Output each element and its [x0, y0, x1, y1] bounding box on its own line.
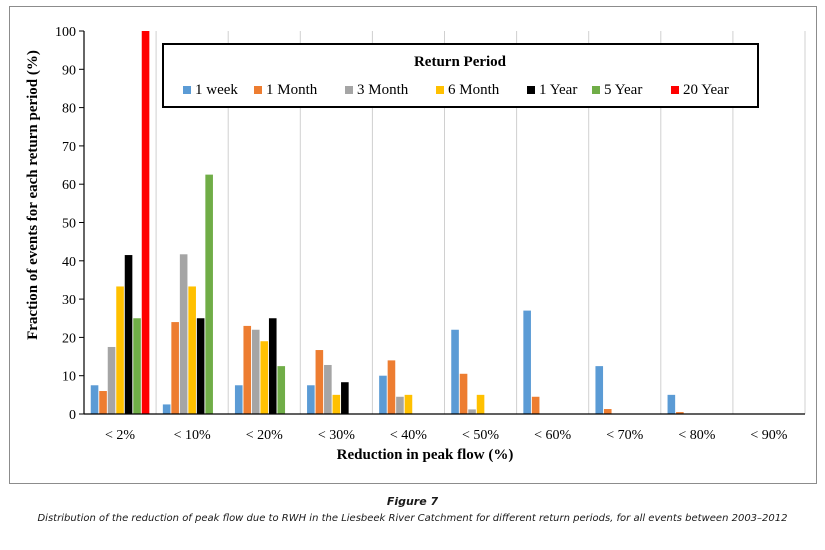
- bar-1-year-1: [124, 255, 133, 414]
- bar-1-month-5: [387, 360, 396, 414]
- bar-1-month-2: [171, 322, 179, 414]
- figure-label: Figure 7: [386, 495, 439, 508]
- x-tick-label: < 20%: [246, 428, 283, 443]
- bar-1-month-1: [99, 391, 107, 414]
- bar-chart: Fraction of events for each return perio…: [25, 25, 806, 463]
- bar-1-year-3: [268, 318, 277, 414]
- x-tick-label: < 60%: [534, 428, 571, 443]
- y-tick-label: 100: [55, 25, 76, 40]
- x-tick-label: < 2%: [105, 428, 135, 443]
- bar-6-month-3: [260, 341, 269, 414]
- bar-6-month-5: [404, 394, 413, 414]
- bar-1-month-9: [676, 412, 684, 414]
- legend-item-1-year-swatch: [527, 86, 535, 94]
- bar-1-week-8: [595, 366, 604, 414]
- legend: Return Period 1 week 1 Month 3 Month 6 Mont…: [162, 43, 759, 108]
- bar-3-month-2: [179, 254, 188, 414]
- legend-item-3-month-label: 3 Month: [357, 82, 409, 98]
- y-tick-label: 10: [62, 370, 76, 385]
- bar-1-week-9: [667, 394, 676, 414]
- y-tick-label: 50: [62, 217, 76, 232]
- bar-6-month-4: [332, 394, 341, 414]
- bar-1-week-6: [451, 329, 459, 414]
- bar-1-year-2: [196, 318, 205, 414]
- x-axis-title: Reduction in peak flow (%): [337, 447, 514, 463]
- y-tick-label: 80: [62, 102, 76, 117]
- legend-item-6-month-label: 6 Month: [448, 82, 500, 98]
- y-tick-label: 0: [69, 408, 76, 423]
- x-tick-label: < 70%: [606, 428, 643, 443]
- bar-3-month-3: [251, 329, 260, 414]
- bar-1-week-7: [523, 310, 531, 414]
- bar-3-month-5: [396, 396, 404, 414]
- y-tick-label: 70: [62, 140, 76, 155]
- bar-1-month-4: [315, 350, 324, 414]
- bar-6-month-2: [188, 286, 196, 414]
- legend-item-1-year-label: 1 Year: [539, 82, 577, 98]
- legend-item-1-month-swatch: [254, 86, 262, 94]
- legend-title: Return Period: [414, 54, 507, 70]
- x-tick-label: < 40%: [390, 428, 427, 443]
- x-tick-label: < 10%: [174, 428, 211, 443]
- bar-1-week-1: [90, 385, 99, 414]
- y-tick-label: 20: [62, 331, 76, 346]
- legend-item-1-week-swatch: [183, 86, 191, 94]
- x-tick-label: < 90%: [750, 428, 787, 443]
- bar-5-year-3: [277, 366, 286, 414]
- axis-layer: 0 10 20 30 40 50 60 70 80 90 100 < 2% < 10% < 20% < 30…: [55, 25, 805, 443]
- bar-1-month-7: [531, 396, 540, 414]
- bar-1-month-6: [459, 373, 468, 414]
- y-tick-label: 60: [62, 178, 76, 193]
- bar-1-week-5: [379, 375, 387, 414]
- bar-5-year-1: [133, 318, 141, 414]
- legend-item-20-year-swatch: [671, 86, 679, 94]
- bar-1-year-4: [341, 382, 349, 414]
- bar-1-week-2: [162, 404, 171, 414]
- bar-1-month-8: [603, 409, 612, 414]
- y-axis-title: Fraction of events for each return perio…: [25, 50, 41, 340]
- legend-item-3-month-swatch: [345, 86, 353, 94]
- chart-frame: Fraction of events for each return perio…: [9, 6, 817, 484]
- legend-item-6-month-swatch: [436, 86, 444, 94]
- x-tick-label: < 30%: [318, 428, 355, 443]
- legend-item-20-year-label: 20 Year: [683, 82, 729, 98]
- figure-caption: Distribution of the reduction of peak fl…: [37, 513, 788, 524]
- bar-6-month-1: [116, 286, 124, 414]
- legend-box: [162, 43, 759, 108]
- bar-3-month-6: [468, 409, 476, 414]
- bars-layer: [90, 31, 684, 414]
- x-tick-label: < 50%: [462, 428, 499, 443]
- bar-3-month-4: [324, 364, 332, 414]
- bar-20-year-1: [141, 31, 150, 414]
- y-tick-label: 40: [62, 255, 76, 270]
- bar-1-month-3: [243, 325, 252, 414]
- bar-6-month-6: [476, 394, 485, 414]
- y-tick-label: 30: [62, 293, 76, 308]
- legend-item-5-year-label: 5 Year: [604, 82, 642, 98]
- legend-item-1-month-label: 1 Month: [266, 82, 318, 98]
- bar-3-month-1: [107, 346, 116, 414]
- legend-item-5-year-swatch: [592, 86, 600, 94]
- x-tick-label: < 80%: [678, 428, 715, 443]
- bar-1-week-3: [234, 385, 243, 414]
- legend-items: 1 week 1 Month 3 Month 6 Month 1 Year 5 Year 2…: [183, 82, 729, 98]
- legend-item-1-week-label: 1 week: [195, 82, 238, 98]
- bar-5-year-2: [205, 174, 213, 414]
- y-tick-label: 90: [62, 63, 76, 78]
- bar-1-week-4: [307, 385, 315, 414]
